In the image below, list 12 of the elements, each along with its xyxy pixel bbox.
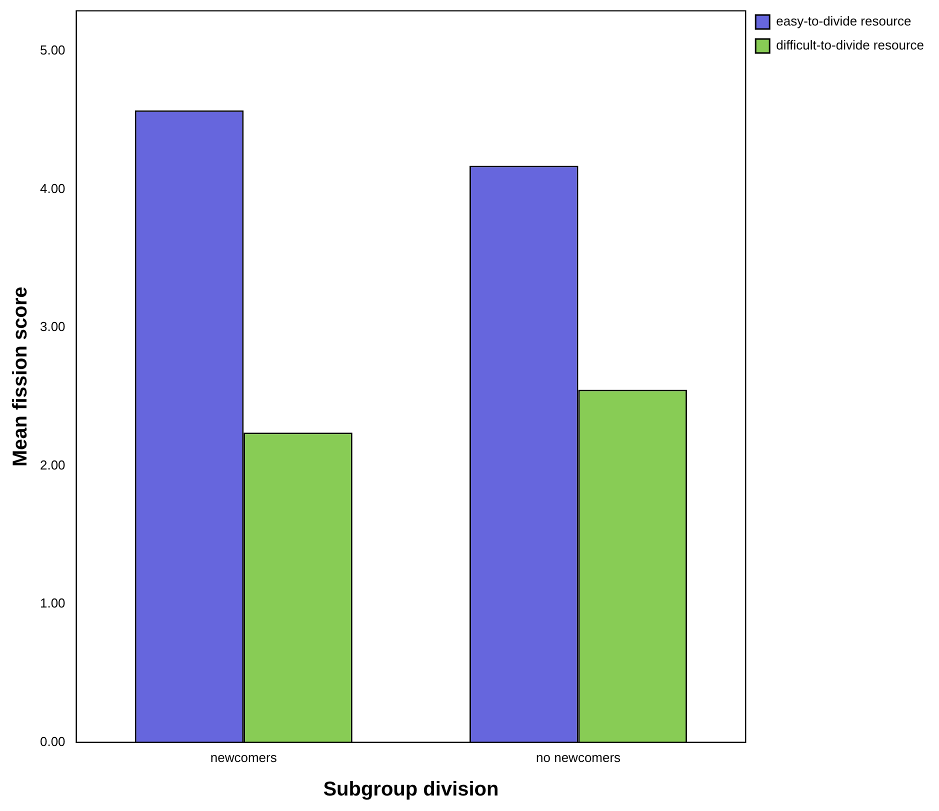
legend-label: easy-to-divide resource <box>776 14 912 29</box>
x-tick-label: newcomers <box>210 750 278 765</box>
y-tick-label: 5.00 <box>40 42 66 58</box>
x-tick-label: no newcomers <box>536 750 622 765</box>
y-tick-label: 2.00 <box>40 457 66 472</box>
y-tick-label: 1.00 <box>40 596 66 611</box>
y-axis-title: Mean fission score <box>10 286 32 467</box>
y-tick-label: 0.00 <box>40 734 66 749</box>
legend-label: difficult-to-divide resource <box>776 38 924 53</box>
y-tick-label: 4.00 <box>40 180 66 196</box>
y-tick-label: 3.00 <box>40 319 66 334</box>
x-axis-title: Subgroup division <box>323 778 499 801</box>
